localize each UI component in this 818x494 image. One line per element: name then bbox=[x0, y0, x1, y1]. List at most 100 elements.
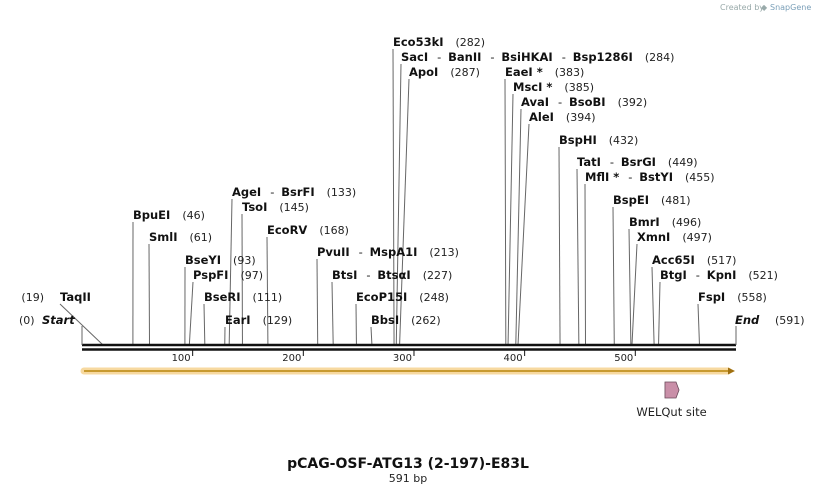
enzyme-name[interactable]: BseYI bbox=[185, 253, 221, 267]
enzyme-name[interactable]: BsrGI bbox=[621, 155, 656, 169]
cut-line-alei bbox=[517, 123, 530, 346]
enzyme-btsi[interactable]: BtsI - BtsαI (227) bbox=[332, 268, 452, 282]
enzyme-btgi[interactable]: BtgI - KpnI (521) bbox=[660, 268, 778, 282]
enzyme-separator: - bbox=[270, 185, 274, 199]
enzyme-name[interactable]: BtsαI bbox=[377, 268, 410, 282]
enzyme-name[interactable]: AvaI bbox=[521, 95, 549, 109]
enzyme-pspfi[interactable]: PspFI (97) bbox=[193, 268, 263, 282]
enzyme-position: (517) bbox=[707, 254, 737, 267]
enzyme-eari[interactable]: EarI (129) bbox=[225, 313, 292, 327]
cut-line-mfli bbox=[584, 183, 587, 346]
enzyme-name[interactable]: EcoRV bbox=[267, 223, 307, 237]
enzyme-name[interactable]: BseRI bbox=[204, 290, 241, 304]
enzyme-name[interactable]: Eco53kI bbox=[393, 35, 444, 49]
map-length: 591 bp bbox=[389, 472, 427, 485]
enzyme-saci[interactable]: SacI - BanII - BsiHKAI - Bsp1286I (284) bbox=[401, 50, 674, 64]
enzyme-alei[interactable]: AleI (394) bbox=[529, 110, 596, 124]
cut-line-tati bbox=[576, 168, 580, 346]
enzyme-name[interactable]: ApoI bbox=[409, 65, 438, 79]
enzyme-name[interactable]: AleI bbox=[529, 110, 554, 124]
start-position: (0) bbox=[19, 314, 35, 327]
enzyme-bbsi[interactable]: BbsI (262) bbox=[371, 313, 441, 327]
enzyme-name[interactable]: PspFI bbox=[193, 268, 228, 282]
enzyme-tsoi[interactable]: TsoI (145) bbox=[242, 200, 309, 214]
enzyme-smli[interactable]: SmlI (61) bbox=[149, 230, 212, 244]
enzyme-name[interactable]: BsiHKAI bbox=[501, 50, 552, 64]
enzyme-separator: - bbox=[359, 245, 363, 259]
enzyme-ecorv[interactable]: EcoRV (168) bbox=[267, 223, 349, 237]
enzyme-ecop15i[interactable]: EcoP15I (248) bbox=[356, 290, 449, 304]
enzyme-eaei[interactable]: EaeI * (383) bbox=[505, 65, 584, 79]
enzyme-name[interactable]: BstYI bbox=[639, 170, 673, 184]
enzyme-name[interactable]: MspA1I bbox=[370, 245, 418, 259]
enzyme-separator: - bbox=[366, 268, 370, 282]
feature-welqut-site[interactable]: WELQut site bbox=[636, 381, 707, 419]
feature-arrow-icon[interactable] bbox=[664, 381, 680, 399]
enzyme-taqii[interactable]: (19) TaqII bbox=[21, 290, 91, 304]
orf-arrow-head-icon bbox=[728, 367, 735, 375]
enzyme-bsphi[interactable]: BspHI (432) bbox=[559, 133, 638, 147]
enzyme-pvuii[interactable]: PvuII - MspA1I (213) bbox=[317, 245, 459, 259]
enzyme-name[interactable]: BpuEI bbox=[133, 208, 170, 222]
enzyme-position: (481) bbox=[661, 194, 691, 207]
enzyme-name[interactable]: BtgI bbox=[660, 268, 687, 282]
enzyme-fspi[interactable]: FspI (558) bbox=[698, 290, 767, 304]
enzyme-mfli[interactable]: MflI * - BstYI (455) bbox=[585, 170, 715, 184]
enzyme-separator: - bbox=[628, 170, 632, 184]
enzyme-name[interactable]: BtsI bbox=[332, 268, 357, 282]
enzyme-apoi[interactable]: ApoI (287) bbox=[409, 65, 480, 79]
enzyme-xmni[interactable]: XmnI (497) bbox=[637, 230, 712, 244]
enzyme-bpuei[interactable]: BpuEI (46) bbox=[133, 208, 205, 222]
enzyme-name[interactable]: TatI bbox=[577, 155, 601, 169]
enzyme-name[interactable]: FspI bbox=[698, 290, 725, 304]
enzyme-bseyi[interactable]: BseYI (93) bbox=[185, 253, 256, 267]
enzyme-eco53ki[interactable]: Eco53kI (282) bbox=[393, 35, 485, 49]
enzyme-name[interactable]: XmnI bbox=[637, 230, 670, 244]
enzyme-name[interactable]: SmlI bbox=[149, 230, 178, 244]
credit-brand: SnapGene bbox=[770, 3, 811, 12]
enzyme-name[interactable]: KpnI bbox=[707, 268, 737, 282]
cut-line-saci bbox=[395, 63, 402, 346]
enzyme-separator: - bbox=[562, 50, 566, 64]
enzyme-avai[interactable]: AvaI - BsoBI (392) bbox=[521, 95, 647, 109]
enzyme-agei[interactable]: AgeI - BsrFI (133) bbox=[232, 185, 356, 199]
enzyme-bspei[interactable]: BspEI (481) bbox=[613, 193, 691, 207]
enzyme-name[interactable]: TaqII bbox=[60, 290, 91, 304]
enzyme-name[interactable]: MscI * bbox=[513, 80, 552, 94]
cut-line-smli bbox=[148, 243, 151, 346]
enzyme-name[interactable]: BanII bbox=[448, 50, 481, 64]
enzyme-name[interactable]: EcoP15I bbox=[356, 290, 407, 304]
enzyme-name[interactable]: PvuII bbox=[317, 245, 350, 259]
enzyme-name[interactable]: SacI bbox=[401, 50, 428, 64]
enzyme-name[interactable]: BspEI bbox=[613, 193, 649, 207]
enzyme-acc65i[interactable]: Acc65I (517) bbox=[652, 253, 736, 267]
enzyme-bmri[interactable]: BmrI (496) bbox=[629, 215, 701, 229]
end-label[interactable]: End bbox=[735, 313, 760, 327]
cut-line-pspfi bbox=[188, 281, 194, 346]
start-label[interactable]: Start bbox=[42, 313, 75, 327]
enzyme-name[interactable]: MflI * bbox=[585, 170, 619, 184]
enzyme-name[interactable]: BspHI bbox=[559, 133, 597, 147]
enzyme-name[interactable]: Bsp1286I bbox=[573, 50, 633, 64]
enzyme-name[interactable]: AgeI bbox=[232, 185, 261, 199]
enzyme-position: (129) bbox=[263, 314, 293, 327]
enzyme-cut-lines bbox=[59, 48, 700, 346]
enzyme-name[interactable]: Acc65I bbox=[652, 253, 695, 267]
enzyme-name[interactable]: TsoI bbox=[242, 200, 267, 214]
enzyme-name[interactable]: BsoBI bbox=[569, 95, 606, 109]
ruler-ticks: 100 200 300 400 500 bbox=[172, 349, 636, 364]
enzyme-name[interactable]: BsrFI bbox=[281, 185, 314, 199]
enzyme-position: (248) bbox=[419, 291, 449, 304]
enzyme-name[interactable]: BbsI bbox=[371, 313, 399, 327]
enzyme-position: (383) bbox=[555, 66, 585, 79]
enzyme-name[interactable]: EaeI * bbox=[505, 65, 543, 79]
enzyme-name[interactable]: BmrI bbox=[629, 215, 660, 229]
enzyme-bseri[interactable]: BseRI (111) bbox=[204, 290, 282, 304]
enzyme-position: (46) bbox=[182, 209, 205, 222]
enzyme-name[interactable]: EarI bbox=[225, 313, 251, 327]
enzyme-position: (284) bbox=[645, 51, 675, 64]
enzyme-tati[interactable]: TatI - BsrGI (449) bbox=[577, 155, 698, 169]
enzyme-position: (392) bbox=[618, 96, 648, 109]
enzyme-position: (432) bbox=[609, 134, 639, 147]
enzyme-msci[interactable]: MscI * (385) bbox=[513, 80, 594, 94]
